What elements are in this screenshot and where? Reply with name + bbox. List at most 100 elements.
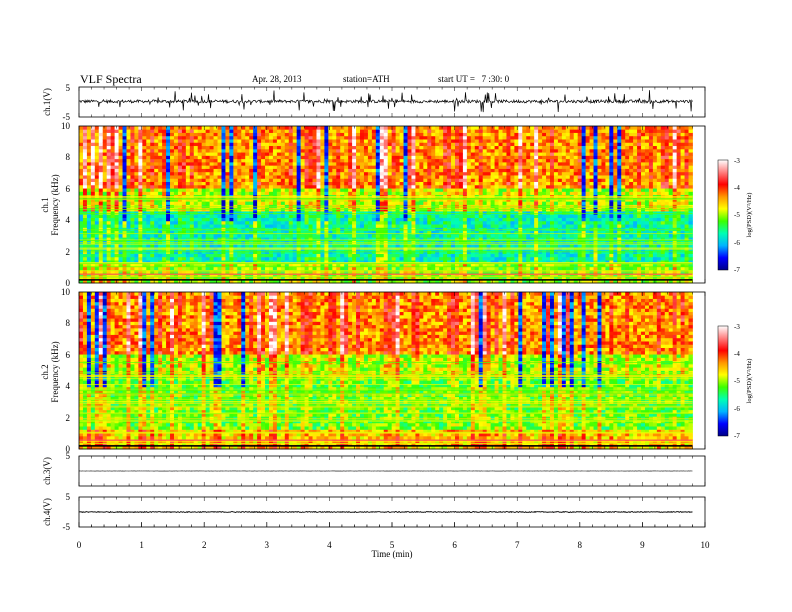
ch1-spec-cell — [197, 165, 203, 169]
ch1-spec-cell — [170, 152, 175, 156]
ch1-spec-cell — [466, 184, 472, 189]
ch1-spec-cell — [90, 171, 96, 176]
ch1-spec-cell — [328, 227, 333, 232]
ch1-spec-cell — [86, 132, 92, 137]
ch1-spec-cell — [300, 276, 305, 281]
ch1-spec-cell — [249, 230, 254, 235]
ch1-spec-cell — [284, 224, 290, 228]
ch1-spec-cell — [363, 227, 369, 232]
ch1-spec-cell — [225, 152, 230, 156]
ch1-spec-cell — [142, 142, 147, 147]
ch1-spec-cell — [383, 237, 389, 241]
ch1-spec-cell — [466, 171, 472, 176]
ch1-spec-cell — [447, 243, 452, 248]
ch1-spec-cell — [158, 233, 163, 238]
ch1-spec-cell — [142, 161, 147, 166]
ch1-spec-cell — [391, 237, 397, 241]
ch1-spec-cell — [213, 178, 218, 182]
ch1-spec-cell — [122, 253, 127, 258]
ch1-spec-cell — [288, 279, 294, 284]
ch1-spec-cell — [443, 204, 448, 209]
ch1-spec-cell — [189, 175, 195, 179]
ch1-spec-cell — [158, 220, 163, 225]
ch1-spec-cell — [356, 201, 361, 205]
ch1-spec-cell — [332, 243, 337, 248]
ch1-spec-cell — [443, 263, 448, 268]
ch1-spec-cell — [356, 243, 361, 248]
ch1-spec-cell — [474, 227, 480, 232]
ch1-spec-cell — [197, 188, 203, 192]
ch1-spec-cell — [447, 161, 452, 166]
ch1-spec-cell — [443, 184, 448, 189]
ch1-spec-cell — [134, 129, 139, 133]
ch1-spec-cell — [82, 217, 88, 222]
ch1-spec-cell — [272, 233, 278, 238]
ch1-spec-cell — [470, 204, 476, 209]
ch1-spec-cell — [130, 266, 135, 271]
ch1-spec-cell — [280, 171, 286, 176]
ch1-spec-cell — [439, 181, 444, 186]
ch1-spec-cell — [268, 243, 274, 248]
ch1-spec-cell — [328, 233, 333, 238]
ch1-spec-cell — [126, 220, 131, 225]
ch1-spec-cell — [447, 126, 452, 130]
ch1-spec-cell — [403, 129, 408, 133]
ch1-spec-cell — [451, 165, 456, 169]
ch1-spec-cell — [391, 233, 397, 238]
ch1-spec-cell — [447, 178, 452, 182]
ch1-minor-ticks — [78, 87, 706, 117]
ch1-spec-cell — [304, 233, 309, 238]
ch1-spec-cell — [455, 171, 460, 176]
ch1-spec-cell — [466, 263, 472, 268]
ch1-spec-cell — [197, 201, 203, 205]
ch1-spec-cell — [268, 260, 274, 264]
ch1-spec-cell — [304, 253, 309, 258]
ch1-spec-cell — [375, 256, 381, 261]
ch1-spec-cell — [197, 126, 203, 130]
ch1-spec-cell — [395, 155, 400, 160]
ch1-spec-cell — [193, 233, 199, 238]
ch1-spec-cell — [320, 253, 325, 258]
ch1-spec-cell — [166, 152, 171, 156]
ch1-spec-cell — [336, 155, 341, 160]
ch1-spec-cell — [304, 158, 309, 163]
ch1-spec-cell — [90, 165, 96, 169]
ch1-spec-cell — [360, 253, 365, 258]
ch1-spec-cell — [229, 263, 234, 268]
ch1-spec-cell — [209, 233, 214, 238]
ch1-spec-cell — [249, 148, 254, 153]
ch1-spec-cell — [324, 201, 329, 205]
ch1-spec-cell — [189, 227, 195, 232]
ch1-spec-cell — [193, 204, 199, 209]
ch1-spec-cell — [261, 139, 266, 143]
ch1-spec-cell — [280, 161, 286, 166]
ch1-spec-cell — [185, 178, 191, 182]
ch1-spec-cell — [352, 168, 357, 173]
ch1-spec-cell — [383, 276, 389, 281]
ch1-spec-cell — [126, 152, 131, 156]
ch1-spec-cell — [411, 188, 416, 192]
ch1-spec-cell — [403, 161, 408, 166]
ch1-spec-cell — [197, 211, 203, 215]
ch1-spec-cell — [213, 224, 218, 228]
ch1-spec-cell — [253, 161, 258, 166]
ch1-spec-cell — [451, 279, 456, 284]
ch1-spec-cell — [415, 201, 420, 205]
ch1-spec-cell — [170, 188, 175, 192]
ch1-spec-cell — [213, 135, 218, 140]
ch1-spec-cell — [348, 132, 353, 137]
ch1-spec-cell — [201, 184, 207, 189]
ch1-spec-cell — [340, 201, 345, 205]
ch1-spec-cell — [443, 237, 448, 241]
ch1-spec-cell — [118, 260, 123, 264]
ch1-spec-cell — [86, 233, 92, 238]
ch1-spec-cell — [304, 152, 309, 156]
ch1-spec-cell — [118, 168, 123, 173]
ch1-spec-cell — [391, 178, 397, 182]
ch1-spec-cell — [233, 260, 238, 264]
ch1-spec-cell — [431, 142, 436, 147]
ch1-spec-cell — [411, 132, 416, 137]
ch1-spec-cell — [265, 132, 270, 137]
ch1-spec-cell — [181, 201, 187, 205]
ch1-spec-cell — [158, 188, 163, 192]
